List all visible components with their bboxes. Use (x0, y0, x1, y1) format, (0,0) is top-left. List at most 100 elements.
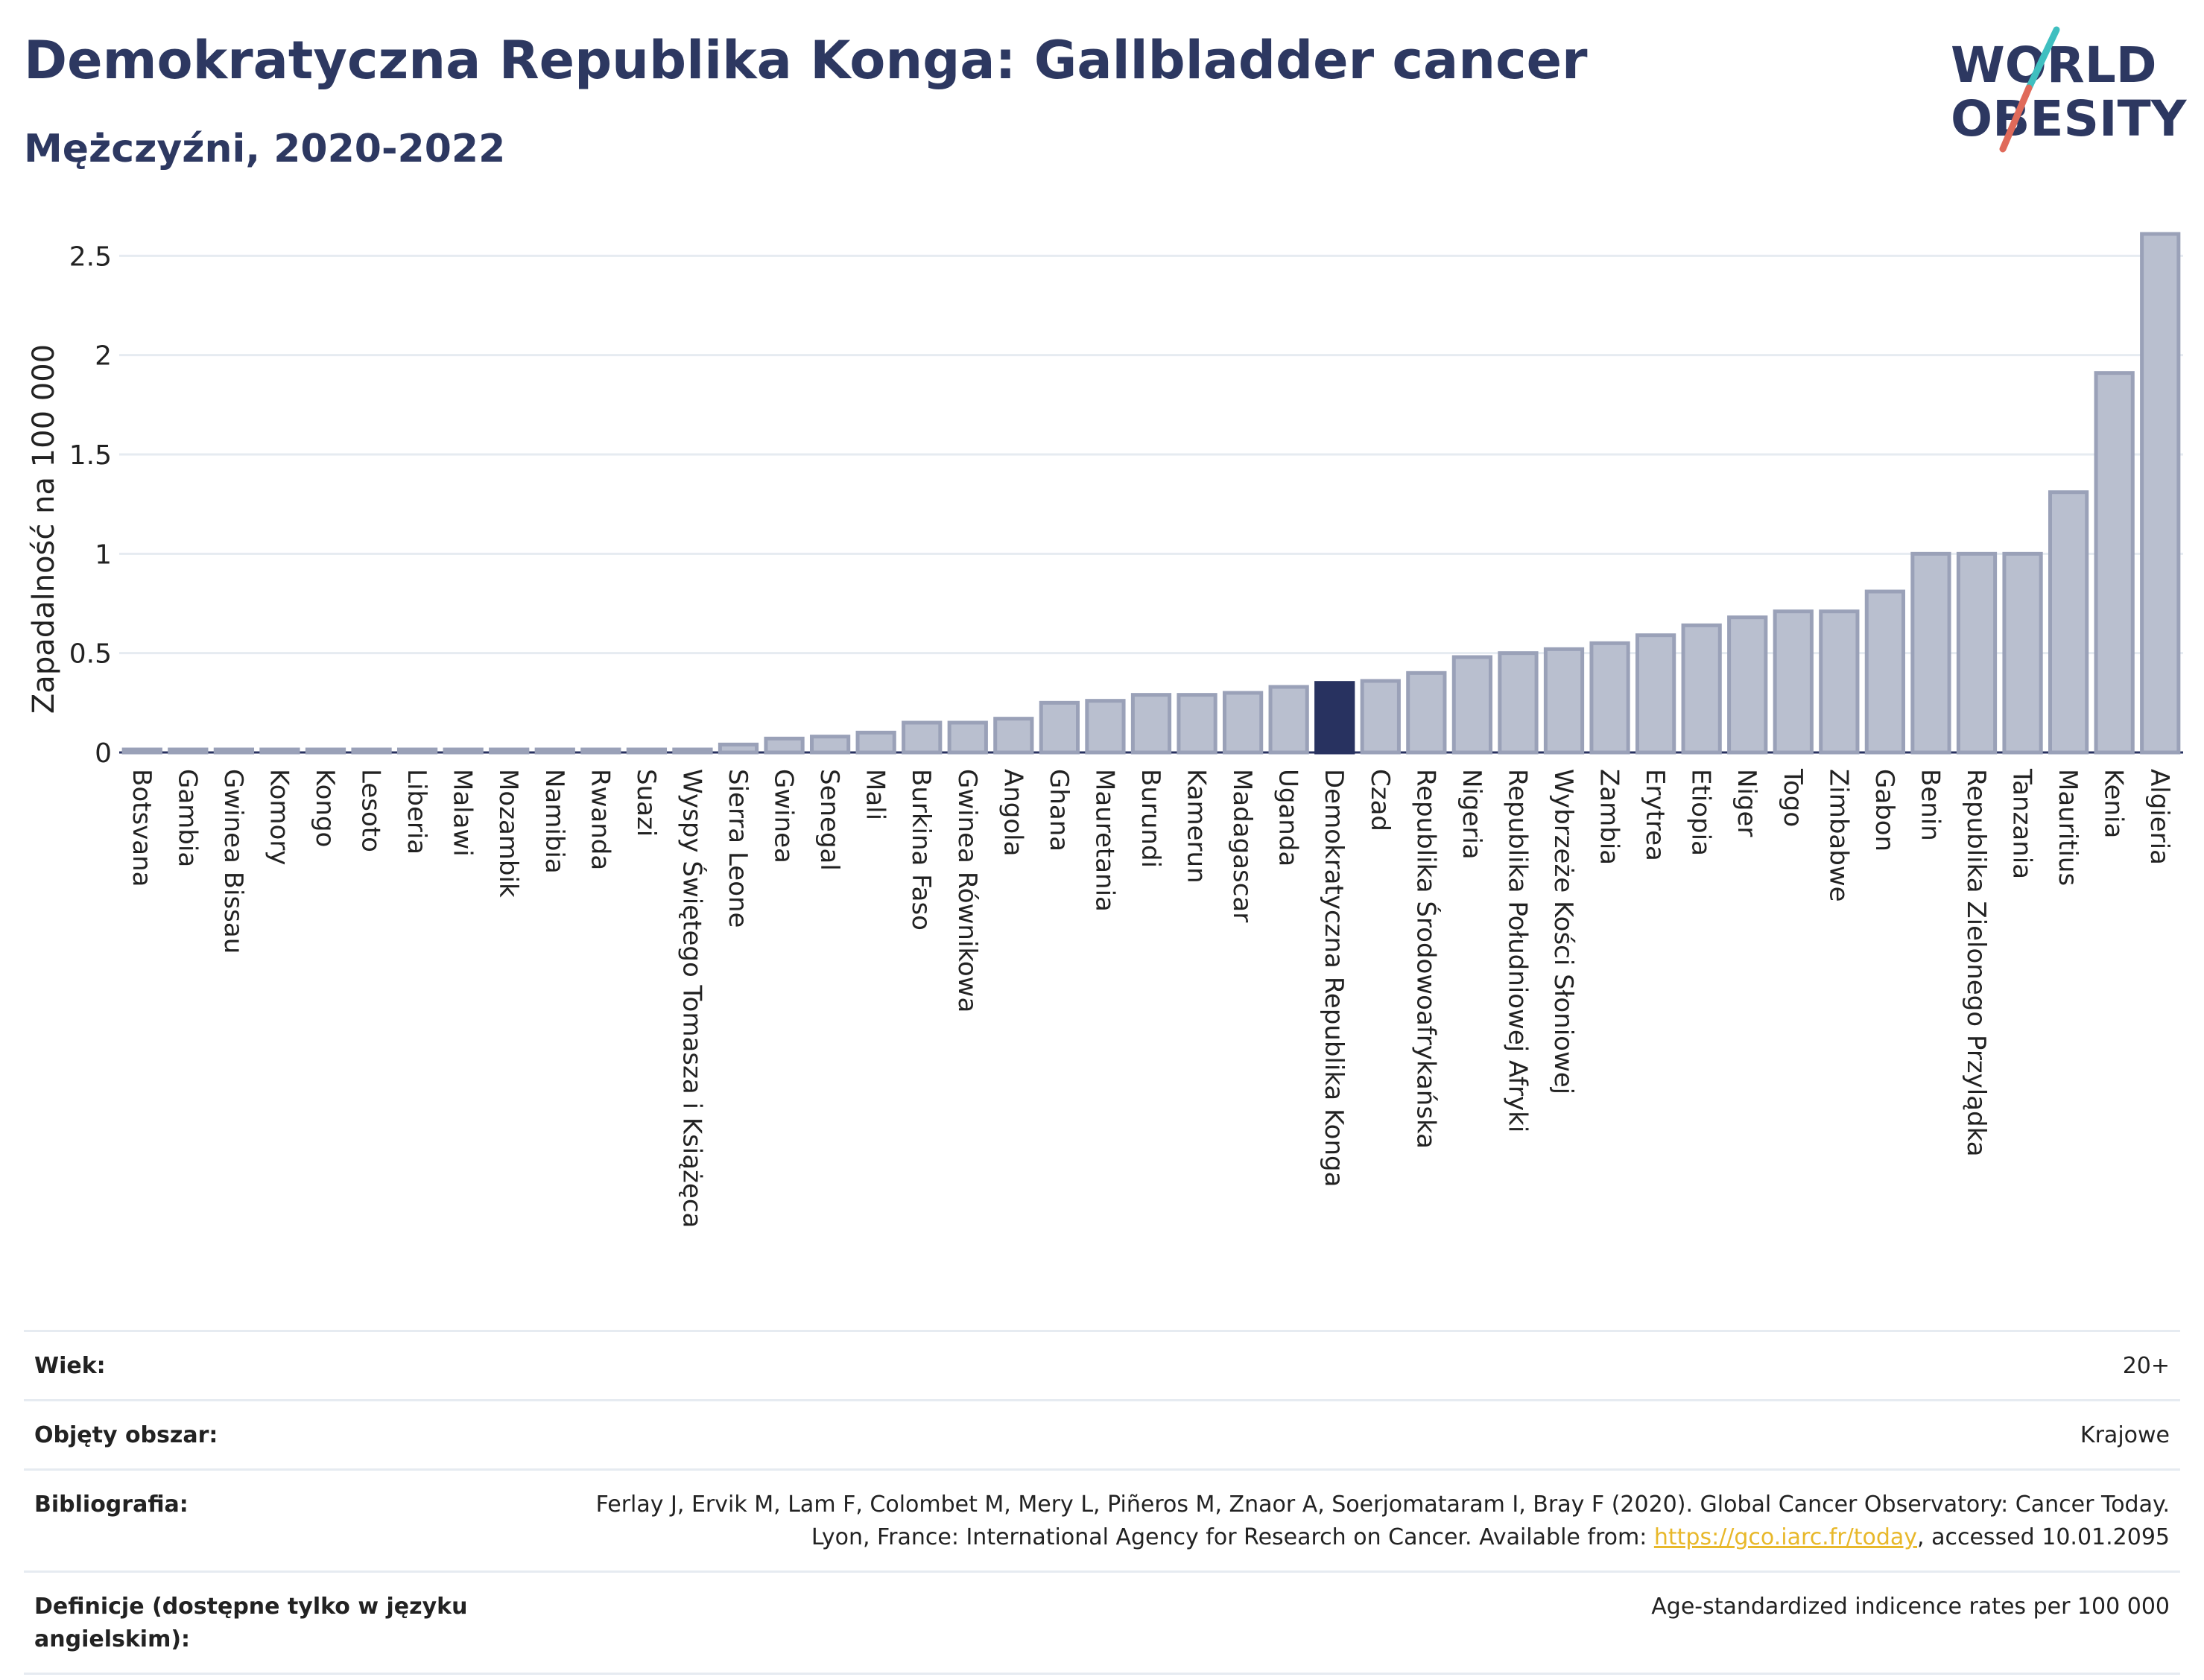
x-category-label: Zimbabwe (1823, 769, 1853, 902)
bar (1956, 551, 1998, 755)
x-category-label: Sierra Leone (723, 769, 753, 928)
world-obesity-logo: WORLD OBESITY (1951, 26, 2188, 153)
bar (2140, 232, 2181, 755)
y-tick-label: 0.5 (69, 639, 112, 670)
x-category-label: Liberia (402, 769, 431, 855)
bar (855, 730, 896, 755)
info-row-area: Objęty obszar: Krajowe (24, 1399, 2180, 1468)
bar (1864, 589, 1906, 755)
source-link[interactable]: https://gco.iarc.fr/today (1653, 1524, 1918, 1550)
x-category-label: Togo (1778, 768, 1808, 827)
x-category-label: Republika Zielonego Przylądka (1961, 769, 1991, 1157)
x-category-label: Senegal (814, 769, 844, 871)
bar (2048, 490, 2089, 755)
bar (1681, 623, 1722, 755)
x-category-label: Madagascar (1227, 769, 1257, 922)
bar (305, 747, 346, 755)
bar (489, 747, 530, 755)
bar-highlighted (1314, 681, 1355, 755)
bar (993, 717, 1034, 755)
x-category-label: Erytrea (1640, 769, 1670, 861)
info-value: 20+ (2122, 1353, 2170, 1379)
x-category-label: Niger (1732, 769, 1761, 837)
x-category-label: Zambia (1595, 769, 1624, 865)
x-category-label: Nigeria (1457, 769, 1486, 860)
bar (1498, 651, 1539, 755)
bar (718, 742, 759, 755)
x-category-label: Uganda (1273, 769, 1303, 866)
x-category-label: Kamerun (1182, 769, 1212, 884)
bar (1360, 679, 1401, 755)
page-title: Demokratyczna Republika Konga: Gallbladd… (24, 30, 1588, 91)
bar (259, 747, 300, 755)
bar (672, 747, 713, 755)
bar (1635, 633, 1676, 755)
y-tick-label: 1.5 (69, 440, 112, 471)
bar (1222, 691, 1264, 755)
x-category-label: Burundi (1136, 769, 1165, 868)
x-category-label: Republika Środowoafrykańska (1410, 769, 1441, 1149)
x-category-label: Benin (1915, 769, 1945, 841)
bar (396, 747, 438, 755)
bar (1406, 671, 1447, 755)
x-category-label: Kenia (2099, 769, 2129, 838)
bar (213, 747, 255, 755)
bar (809, 735, 851, 755)
info-value: Krajowe (2080, 1422, 2170, 1448)
x-category-label: Mali (861, 769, 890, 820)
x-category-label: Rwanda (585, 769, 615, 870)
bar (1543, 647, 1585, 755)
x-category-label: Botsvana (127, 769, 156, 887)
x-category-label: Komory (264, 769, 294, 865)
bar (626, 747, 668, 755)
bar (534, 747, 575, 755)
info-row-age: Wiek: 20+ (24, 1330, 2180, 1399)
x-category-label: Mauritius (2053, 769, 2083, 886)
x-category-label: Wyspy Świętego Tomasza i Książęca (677, 769, 707, 1228)
x-category-label: Gwinea Równikowa (952, 769, 982, 1012)
bar (443, 747, 484, 755)
x-category-label: Malawi (448, 769, 478, 857)
x-category-label: Demokratyczna Republika Konga (1319, 769, 1349, 1187)
x-category-label: Tanzania (2007, 768, 2037, 879)
page-subtitle: Mężczyźni, 2020-2022 (24, 127, 506, 171)
logo-line-1: WORLD (1951, 37, 2157, 94)
y-axis-ticks: 0 0.5 1 1.5 2 2.5 (69, 241, 112, 769)
x-category-label: Suazi (631, 769, 661, 837)
x-category-label: Gabon (1869, 769, 1899, 852)
info-row-bibliography: Bibliografia: Ferlay J, Ervik M, Lam F, … (24, 1468, 2180, 1570)
bibliography-accessed: , accessed 10.01.2095 (1917, 1524, 2170, 1550)
bar (947, 720, 988, 755)
x-category-label: Republika Południowej Afryki (1502, 769, 1532, 1132)
bar (1268, 685, 1309, 755)
bar (1819, 609, 1860, 755)
info-row-definitions: Definicje (dostępne tylko w języku angie… (24, 1570, 2180, 1675)
info-table: Wiek: 20+ Objęty obszar: Krajowe Bibliog… (24, 1330, 2180, 1675)
bar (168, 747, 209, 755)
bibliography-text: Ferlay J, Ervik M, Lam F, Colombet M, Me… (595, 1492, 2170, 1550)
bar (1039, 700, 1080, 755)
info-label: Objęty obszar: (34, 1422, 218, 1448)
y-tick-label: 0 (95, 738, 112, 769)
bar (351, 747, 392, 755)
info-value-bibliography: Ferlay J, Ervik M, Lam F, Colombet M, Me… (531, 1489, 2170, 1554)
x-category-label: Kongo (310, 769, 340, 847)
bar (1589, 641, 1630, 755)
info-label: Bibliografia: (34, 1492, 189, 1518)
x-category-label: Wybrzeże Kości Słoniowej (1548, 769, 1578, 1094)
x-category-label: Gwinea Bissau (218, 769, 248, 954)
bar (1130, 693, 1172, 755)
y-axis-label: Zapadalność na 100 000 (27, 344, 61, 714)
bar (1451, 655, 1493, 755)
x-category-label: Czad (1365, 769, 1395, 831)
y-tick-label: 1 (95, 539, 112, 570)
logo-slash-red (1999, 84, 2033, 153)
info-label: Definicje (dostępne tylko w języku angie… (34, 1594, 468, 1652)
x-category-label: Gwinea (769, 769, 799, 863)
x-axis-categories: Botsvana Gambia Gwinea Bissau Komory Kongo Le… (127, 768, 2174, 1228)
x-category-label: Mozambik (493, 769, 523, 898)
x-category-label: Namibia (539, 769, 569, 874)
bar (1773, 609, 1814, 755)
x-category-label: Etiopia (1686, 769, 1716, 856)
bars (121, 232, 2181, 755)
